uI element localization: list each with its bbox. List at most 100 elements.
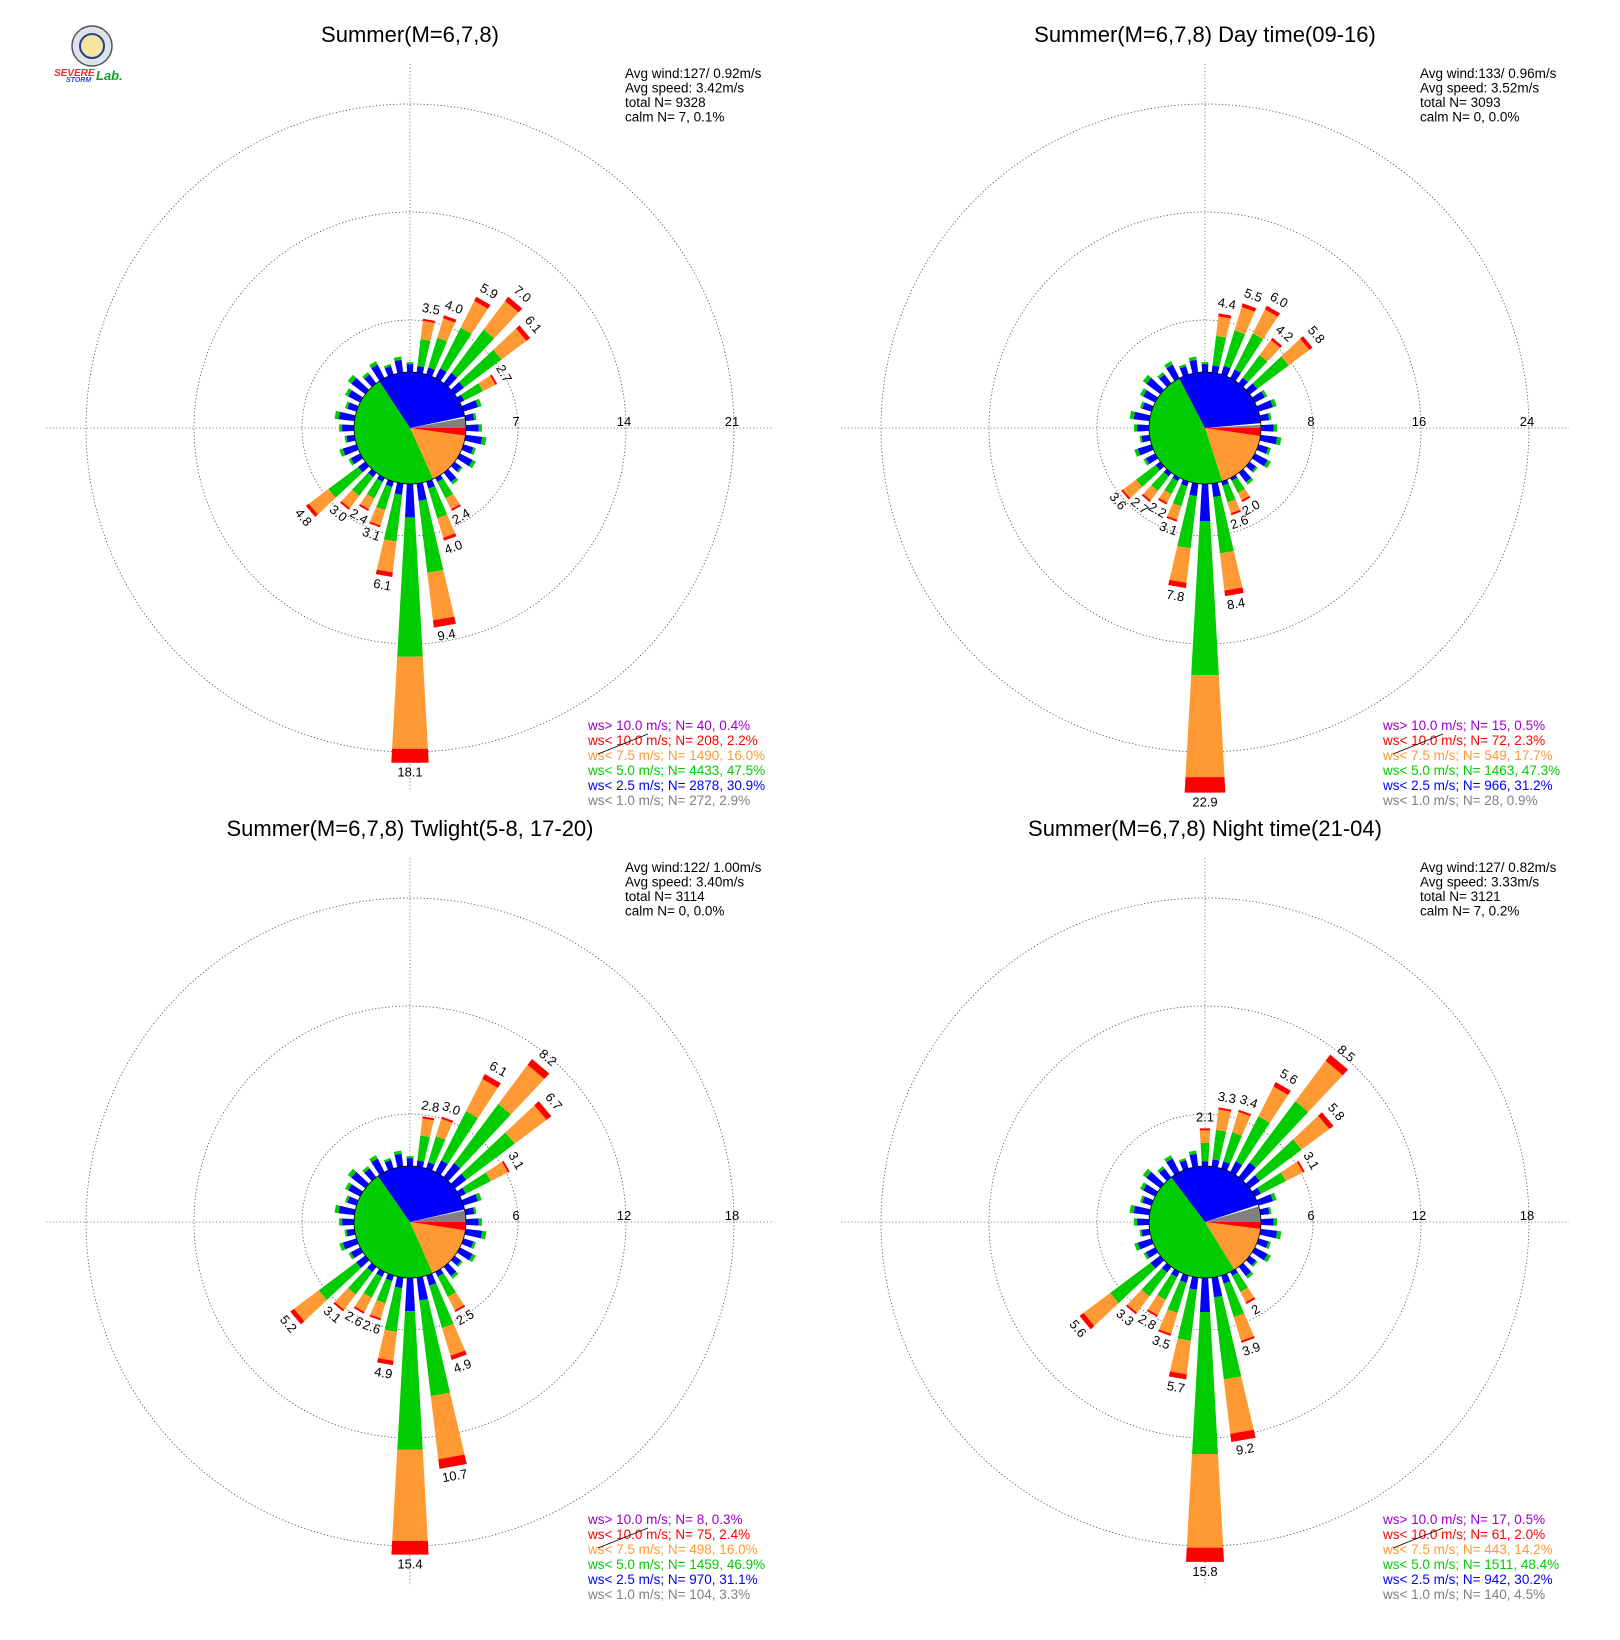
dir-bar-segment: [435, 474, 444, 482]
dir-bar-segment: [474, 296, 491, 309]
dir-bar-segment: [1177, 1288, 1197, 1341]
dir-bar-segment: [416, 482, 427, 501]
dir-bar-segment: [308, 489, 336, 515]
pie-outline: [1148, 1165, 1262, 1279]
dir-bar-segment: [441, 1111, 478, 1165]
dir-bar-segment: [1270, 337, 1283, 348]
dir-bar-short-tip: [339, 1218, 343, 1226]
dir-bar-segment: [334, 1288, 356, 1310]
dir-bar-short-tip: [1261, 389, 1268, 398]
dir-bar-short-tip: [473, 412, 477, 421]
dir-bar-segment: [461, 1132, 515, 1180]
dir-bar-short-tip: [1270, 398, 1277, 408]
dir-bar-short: [1260, 1218, 1274, 1226]
dir-bar-segment: [369, 521, 381, 528]
dir-bar-short-tip: [348, 458, 355, 466]
dir-bar-segment: [1242, 355, 1268, 383]
dir-bar-segment: [1166, 516, 1178, 522]
dir-bar-short: [1201, 364, 1209, 373]
dir-bar-segment: [1224, 587, 1244, 597]
dir-bar-segment: [1240, 1336, 1255, 1343]
info-avg-speed: Avg speed: 3.40m/s: [625, 875, 744, 890]
dir-bar-segment: [1230, 1429, 1256, 1443]
dir-bar-segment: [1083, 1292, 1119, 1326]
dir-bar-short: [347, 1196, 359, 1206]
legend-strike-line: [597, 1527, 649, 1549]
dir-bar-short: [1251, 391, 1265, 403]
dir-bar-segment: [1141, 493, 1151, 503]
dir-bar-segment: [505, 296, 523, 313]
dir-bar-segment: [405, 483, 415, 518]
dir-bar-label: 4.4: [1217, 295, 1237, 313]
dir-bar-segment: [1141, 1268, 1168, 1297]
dir-bar-segment: [1300, 336, 1313, 350]
dir-bar-segment: [1168, 1371, 1187, 1380]
pie-slice-lt1: [1205, 424, 1261, 428]
dir-bar-segment: [430, 1392, 465, 1460]
dir-bar-short: [1259, 413, 1270, 422]
dir-bar-segment: [1245, 1175, 1260, 1189]
dir-bar-segment: [1254, 1139, 1302, 1181]
dir-bar-segment: [397, 517, 423, 657]
dir-bar-segment: [493, 328, 527, 360]
dir-bar-segment: [435, 1118, 453, 1140]
ring-label: 18: [725, 1208, 739, 1223]
info-calm-n: calm N= 7, 0.1%: [625, 110, 724, 125]
dir-bar-segment: [385, 479, 394, 488]
dir-bar-short: [351, 1171, 370, 1189]
dir-bar-segment: [1232, 1111, 1251, 1136]
dir-bar-label: 4.9: [373, 1364, 393, 1382]
dir-bar-short-tip: [471, 447, 476, 455]
dir-bar-segment: [1185, 675, 1225, 778]
dir-bar-short-tip: [393, 356, 402, 361]
dir-bar-segment: [420, 1118, 434, 1138]
dir-bar-label: 3.1: [360, 524, 382, 544]
dir-bar-segment: [328, 466, 363, 498]
dir-bar-segment: [1231, 477, 1245, 493]
legend-lt25: ws< 2.5 m/s; N= 2878, 30.9%: [587, 778, 765, 793]
dir-bar-segment: [376, 539, 397, 573]
dir-bar-short-tip: [1268, 1206, 1272, 1215]
dir-bar-label: 2.1: [1196, 1110, 1214, 1125]
dir-bar-short-tip: [478, 1218, 482, 1226]
dir-bar-short: [364, 374, 377, 388]
dir-bar-segment: [358, 461, 370, 473]
dir-bar-label: 3.9: [1240, 1339, 1262, 1359]
dir-bar-segment: [1213, 1295, 1242, 1380]
dir-bar-short: [1146, 377, 1165, 395]
dir-bar-segment: [341, 489, 360, 509]
dir-bar-label: 10.7: [441, 1466, 469, 1485]
legend-lt10: ws< 10.0 m/s; N= 208, 2.2%: [587, 733, 758, 748]
dir-bar-short-tip: [369, 361, 378, 369]
dir-bar-segment: [366, 478, 383, 499]
ring-label: 24: [1520, 414, 1534, 429]
dir-bar-short-tip: [1134, 1242, 1141, 1251]
dir-bar-segment: [1169, 1338, 1191, 1375]
dir-bar-short: [1256, 444, 1269, 454]
dir-bar-segment: [1158, 1309, 1178, 1335]
dir-bar-segment: [416, 1160, 425, 1168]
dir-bar-segment: [352, 472, 374, 496]
dir-bar-segment: [418, 499, 444, 573]
ring-label: 12: [1412, 1208, 1426, 1223]
ring-label: 16: [1412, 414, 1426, 429]
dir-bar-segment: [1172, 474, 1180, 482]
dir-bar-short-tip: [1188, 1150, 1197, 1155]
dir-bar-segment: [405, 1277, 415, 1312]
dir-bar-label: 3.5: [1150, 1332, 1172, 1352]
dir-bar-short: [347, 1184, 364, 1197]
dir-bar-segment: [429, 1283, 454, 1328]
dir-bar-short-tip: [344, 1229, 348, 1237]
dir-bar-short: [465, 1218, 479, 1226]
dir-bar-segment: [1264, 305, 1281, 317]
dir-bar-label: 15.4: [397, 1557, 422, 1572]
dir-bar-segment: [1211, 1159, 1220, 1168]
dir-bar-short: [347, 402, 359, 412]
dir-bar-label: 3.5: [421, 300, 441, 318]
dir-bar-short: [1166, 1158, 1180, 1176]
dir-bar-short: [1179, 366, 1189, 377]
pie-slice-lt5: [1148, 1177, 1235, 1279]
dir-bar-segment: [1252, 309, 1278, 340]
pie-slice-lt5: [354, 381, 434, 484]
dir-bar-segment: [428, 1136, 446, 1165]
